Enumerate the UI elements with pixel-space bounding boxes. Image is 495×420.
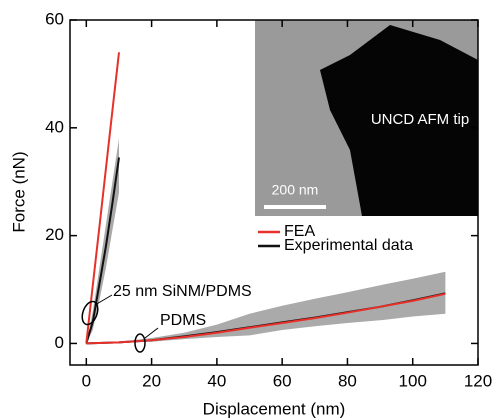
annotation-leader bbox=[94, 294, 113, 306]
fea-line bbox=[85, 52, 120, 344]
x-tick-label: 80 bbox=[338, 371, 357, 390]
y-tick-label: 20 bbox=[45, 225, 64, 244]
inset-image: UNCD AFM tip 200 nm bbox=[255, 20, 478, 216]
annotation-marker bbox=[81, 300, 99, 326]
annotation: 25 nm SiNM/PDMS bbox=[113, 283, 252, 300]
inset-substrate bbox=[255, 20, 478, 216]
y-axis-title: Force (nN) bbox=[9, 151, 28, 232]
y-tick-label: 40 bbox=[45, 117, 64, 136]
error-band bbox=[86, 138, 119, 344]
y-tick-label: 60 bbox=[45, 9, 64, 28]
x-tick-label: 120 bbox=[464, 371, 492, 390]
annotation: PDMS bbox=[160, 312, 206, 329]
plot-area bbox=[85, 52, 446, 345]
inset-tip bbox=[320, 25, 478, 216]
scale-bar-label: 200 nm bbox=[272, 182, 319, 198]
fea-line bbox=[86, 292, 446, 345]
legend-label: Experimental data bbox=[284, 237, 413, 254]
x-tick-label: 60 bbox=[273, 371, 292, 390]
inset-label: UNCD AFM tip bbox=[371, 111, 469, 128]
x-tick-label: 0 bbox=[82, 371, 91, 390]
annotation-leader bbox=[144, 327, 159, 339]
x-tick-label: 100 bbox=[399, 371, 427, 390]
y-tick-label: 0 bbox=[55, 333, 64, 352]
x-tick-label: 20 bbox=[142, 371, 161, 390]
x-axis-title: Displacement (nm) bbox=[203, 399, 346, 418]
x-tick-label: 40 bbox=[207, 371, 226, 390]
legend-label: FEA bbox=[284, 223, 315, 240]
annotation-marker bbox=[134, 333, 146, 353]
axes-frame bbox=[69, 19, 479, 366]
experimental-line bbox=[85, 157, 120, 344]
scale-bar bbox=[264, 205, 326, 209]
